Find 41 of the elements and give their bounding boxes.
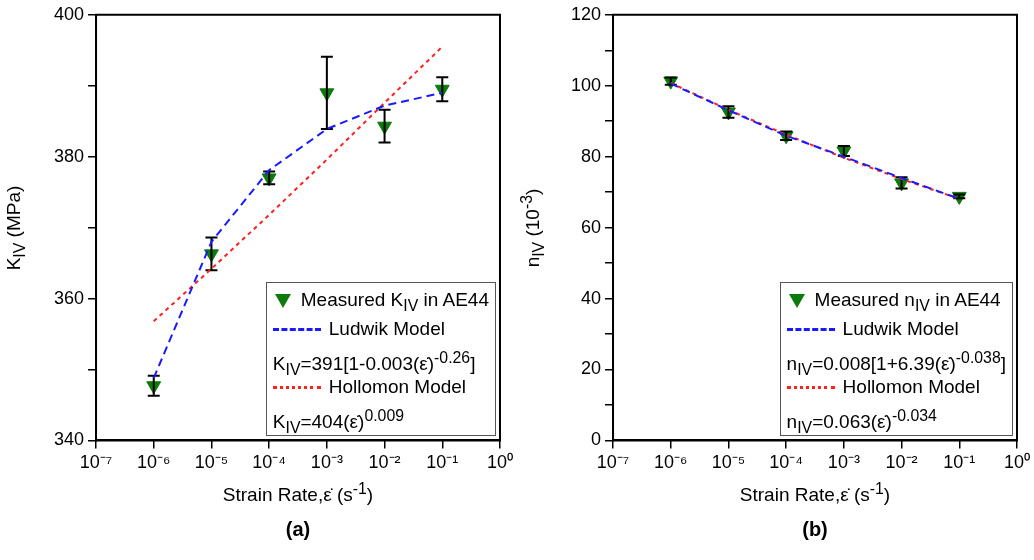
x-tick-label: 10⁻⁵	[711, 452, 746, 473]
legend-label: Measured n$_{IV}$ in AE44	[814, 288, 1001, 315]
x-tick-label: 10⁻⁴	[252, 452, 287, 473]
y-tick-label: 340	[53, 429, 85, 450]
y-tick-label: 20	[581, 358, 602, 379]
x-tick-label: 10⁻⁶	[137, 452, 171, 473]
x-tick-label: 10⁻¹	[943, 452, 976, 473]
text: (a)	[285, 518, 311, 541]
annotation: K$_{IV}$=391[1-0.003(ε̇)$^{-0.26}$]	[272, 348, 477, 379]
legend-label: Ludwik Model	[328, 318, 445, 341]
legend-label: Measured K$_{IV}$ in AE44	[300, 288, 489, 315]
legend-label: Ludwik Model	[842, 318, 959, 341]
annotation: K$_{IV}$=404(ε̇)$^{0.009}$	[272, 406, 405, 437]
annotation: n$_{IV}$=0.063(ε̇)$^{-0.034}$	[786, 406, 938, 437]
x-tick-label: 10⁻⁵	[194, 452, 229, 473]
annotation: n$_{IV}$=0.008[1+6.39(ε̇)$^{-0.038}$]	[786, 348, 1006, 379]
x-axis-title: Strain Rate,ε̇ (s$^{-1}$)	[222, 480, 374, 507]
text: (b)	[802, 518, 828, 541]
x-axis-title: Strain Rate,ε̇ (s$^{-1}$)	[739, 480, 891, 507]
x-tick-label: 10⁻²	[368, 452, 401, 473]
y-tick-label: 360	[53, 287, 85, 308]
y-tick-label: 400	[53, 3, 85, 24]
x-tick-label: 10⁻⁴	[769, 452, 804, 473]
x-tick-label: 10⁻³	[310, 452, 343, 473]
legend-label: Hollomon Model	[842, 376, 980, 399]
x-tick-label: 10⁻¹	[426, 452, 459, 473]
y-tick-label: 120	[570, 3, 602, 24]
x-tick-label: 10⁻²	[885, 452, 918, 473]
y-tick-label: 60	[581, 216, 602, 237]
x-tick-label: 10⁻⁷	[79, 452, 113, 473]
y-tick-label: 380	[53, 145, 85, 166]
x-tick-label: 10⁰	[486, 452, 513, 473]
y-tick-label: 0	[591, 429, 602, 450]
legend-label: Hollomon Model	[328, 376, 467, 399]
x-tick-label: 10⁻⁷	[596, 452, 630, 473]
x-tick-label: 10⁻⁶	[654, 452, 688, 473]
y-tick-label: 100	[570, 74, 602, 95]
y-tick-label: 40	[581, 287, 602, 308]
x-tick-label: 10⁰	[1003, 452, 1030, 473]
y-tick-label: 80	[581, 145, 602, 166]
x-tick-label: 10⁻³	[827, 452, 860, 473]
